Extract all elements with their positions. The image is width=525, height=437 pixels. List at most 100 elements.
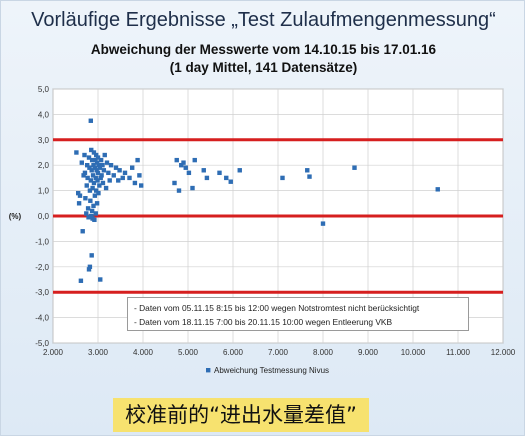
- x-tick-label: 10.000: [401, 348, 426, 357]
- data-point: [97, 165, 102, 170]
- data-point: [92, 165, 98, 170]
- data-point: [91, 163, 96, 168]
- data-point: [107, 178, 112, 183]
- y-tick-label: -3,0: [35, 288, 49, 297]
- y-tick-label: 1,0: [38, 187, 50, 196]
- data-point: [100, 163, 105, 168]
- data-point: [228, 179, 233, 184]
- data-point: [87, 188, 93, 193]
- x-tick-label: 5.000: [178, 348, 199, 357]
- data-point: [94, 201, 100, 206]
- data-point: [89, 253, 94, 258]
- y-tick-label: 2,0: [38, 161, 50, 170]
- data-point: [76, 201, 82, 206]
- data-point: [94, 188, 99, 193]
- data-point: [86, 267, 92, 272]
- data-point: [98, 157, 104, 163]
- data-point: [172, 180, 177, 186]
- x-tick-label: 3.000: [88, 348, 109, 357]
- data-point: [84, 211, 89, 216]
- data-point: [76, 190, 81, 196]
- data-point: [79, 160, 84, 165]
- data-point: [93, 175, 98, 181]
- note-line-2: - Daten vom 18.11.15 7:00 bis 20.11.15 1…: [134, 317, 393, 327]
- note-box: - Daten vom 05.11.15 8:15 bis 12:00 wege…: [127, 297, 469, 331]
- chart-title-line: Abweichung der Messwerte vom 14.10.15 bi…: [90, 42, 437, 57]
- data-point: [94, 168, 99, 173]
- data-point: [104, 160, 110, 165]
- data-point: [106, 170, 111, 176]
- x-tick-label: 8.000: [313, 348, 334, 357]
- data-point: [98, 175, 103, 181]
- data-point: [224, 175, 229, 181]
- data-point: [97, 183, 102, 188]
- data-point: [103, 185, 109, 191]
- y-tick-label: -4,0: [35, 314, 49, 323]
- data-point: [117, 168, 122, 173]
- data-point: [93, 157, 98, 163]
- data-point: [74, 150, 79, 155]
- data-point: [435, 187, 440, 192]
- data-point: [88, 198, 93, 203]
- x-tick-label: 2.000: [43, 348, 64, 357]
- data-point: [94, 152, 99, 158]
- data-point: [181, 160, 186, 165]
- legend-label: Abweichung Testmessung Nivus: [214, 366, 329, 375]
- data-point: [111, 173, 116, 178]
- data-point: [90, 185, 95, 191]
- x-tick-label: 12.000: [491, 348, 516, 357]
- data-point: [86, 215, 91, 220]
- data-point: [122, 170, 128, 176]
- data-point: [88, 118, 93, 123]
- data-point: [179, 163, 184, 168]
- y-tick-label: 0,0: [38, 212, 50, 221]
- slide-caption: 校准前的“进出水量差值”: [113, 398, 369, 432]
- data-point: [90, 173, 96, 178]
- data-point: [135, 157, 140, 163]
- data-point: [108, 163, 114, 168]
- data-point: [95, 155, 101, 160]
- slide-title: Vorläufige Ergebnisse „Test Zulaufmengen…: [31, 9, 496, 31]
- x-tick-label: 9.000: [358, 348, 379, 357]
- x-tick-label: 11.000: [446, 348, 470, 357]
- y-tick-label: -1,0: [35, 237, 49, 246]
- data-point: [81, 173, 86, 178]
- data-point: [98, 277, 103, 282]
- data-point: [100, 180, 106, 186]
- data-point: [80, 229, 85, 234]
- data-point: [280, 175, 285, 181]
- data-point: [183, 165, 188, 170]
- data-point: [307, 174, 312, 179]
- data-point: [89, 168, 94, 173]
- data-point: [237, 168, 242, 173]
- data-point: [85, 206, 91, 211]
- x-tick-label: 6.000: [223, 348, 244, 357]
- data-point: [113, 165, 119, 170]
- data-point: [84, 183, 89, 188]
- data-point: [93, 211, 98, 216]
- data-point: [204, 175, 210, 181]
- data-point: [137, 173, 142, 178]
- data-point: [89, 213, 94, 219]
- data-point: [99, 173, 104, 178]
- data-point: [87, 165, 92, 170]
- data-point: [139, 183, 144, 188]
- data-point: [91, 203, 96, 209]
- chart-subtitle-line: (1 day Mittel, 141 Datensätze): [169, 60, 358, 75]
- data-point: [85, 175, 90, 181]
- y-tick-label: 4,0: [38, 110, 50, 119]
- x-tick-label: 4.000: [133, 348, 154, 357]
- data-point: [87, 264, 93, 269]
- y-axis-label: (%): [9, 212, 22, 221]
- data-point: [89, 157, 95, 163]
- data-point: [186, 170, 192, 176]
- data-point: [82, 170, 88, 176]
- data-point: [192, 157, 197, 163]
- data-point: [85, 163, 90, 168]
- data-point: [96, 163, 102, 168]
- data-point: [83, 196, 88, 201]
- data-point: [120, 175, 125, 181]
- data-point: [352, 165, 357, 170]
